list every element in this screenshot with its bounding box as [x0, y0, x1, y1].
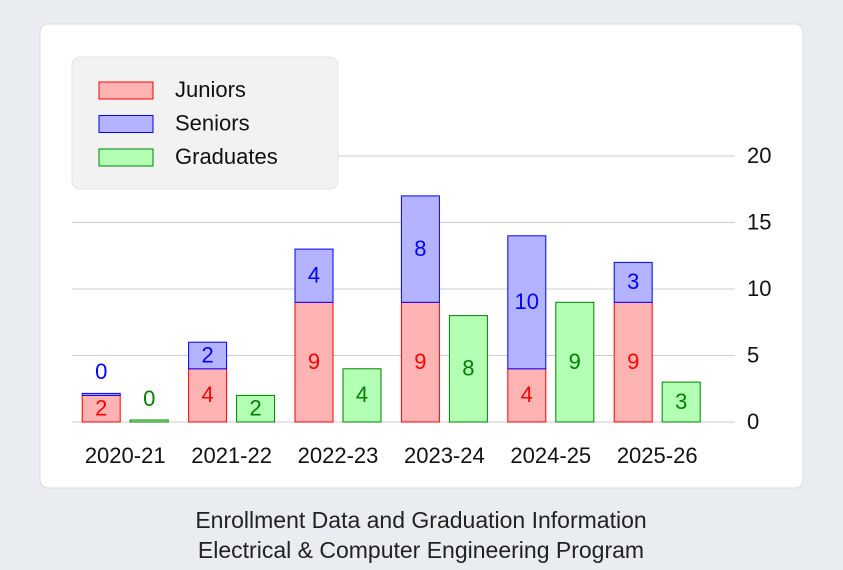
legend-label: Graduates [175, 144, 278, 169]
data-label: 3 [675, 389, 687, 414]
data-label: 9 [414, 349, 426, 374]
bar [507, 368, 547, 423]
legend-swatch [98, 81, 154, 100]
bar [294, 248, 334, 303]
chart-title: Enrollment Data and Graduation Informati… [195, 507, 646, 533]
data-label: 4 [521, 382, 533, 407]
y-tick-label: 15 [747, 209, 771, 234]
bar [188, 341, 228, 370]
bar [81, 392, 121, 396]
bar [613, 261, 653, 303]
data-label: 0 [95, 359, 107, 384]
data-label: 0 [143, 386, 155, 411]
bar [507, 235, 547, 370]
bar [555, 301, 595, 423]
bar [448, 315, 488, 423]
data-label: 2 [249, 396, 261, 421]
x-tick-label: 2021-22 [191, 443, 272, 468]
bar [81, 394, 121, 423]
data-label: 3 [627, 269, 639, 294]
bar [294, 301, 334, 423]
data-label: 9 [569, 349, 581, 374]
y-tick-label: 5 [747, 342, 759, 367]
data-label: 8 [462, 356, 474, 381]
y-tick-label: 10 [747, 276, 771, 301]
plot-area: 051015202020-212002021-224222022-2394420… [71, 56, 771, 468]
data-label: 4 [356, 382, 368, 407]
y-tick-label: 20 [747, 143, 771, 168]
bar [188, 368, 228, 423]
legend-label: Juniors [175, 77, 246, 102]
data-label: 4 [201, 382, 213, 407]
x-tick-label: 2025-26 [617, 443, 698, 468]
bar [661, 381, 701, 423]
legend-swatch [98, 148, 154, 167]
x-tick-label: 2024-25 [510, 443, 591, 468]
data-label: 10 [515, 289, 539, 314]
data-label: 8 [414, 236, 426, 261]
data-label: 9 [308, 349, 320, 374]
data-label: 4 [308, 263, 320, 288]
chart-subtitle: Electrical & Computer Engineering Progra… [198, 537, 644, 563]
x-tick-label: 2020-21 [85, 443, 166, 468]
data-label: 9 [627, 349, 639, 374]
x-tick-label: 2022-23 [298, 443, 379, 468]
bar [129, 419, 169, 423]
x-tick-label: 2023-24 [404, 443, 485, 468]
y-tick-label: 0 [747, 409, 759, 434]
bar [342, 368, 382, 423]
bar [400, 195, 440, 303]
legend-swatch [98, 115, 154, 133]
data-label: 2 [95, 396, 107, 421]
data-label: 2 [201, 342, 213, 367]
legend: Juniors Seniors Graduates [71, 56, 339, 190]
bar [613, 301, 653, 423]
legend-label: Seniors [175, 110, 250, 135]
bar [236, 394, 276, 423]
bar [400, 301, 440, 423]
